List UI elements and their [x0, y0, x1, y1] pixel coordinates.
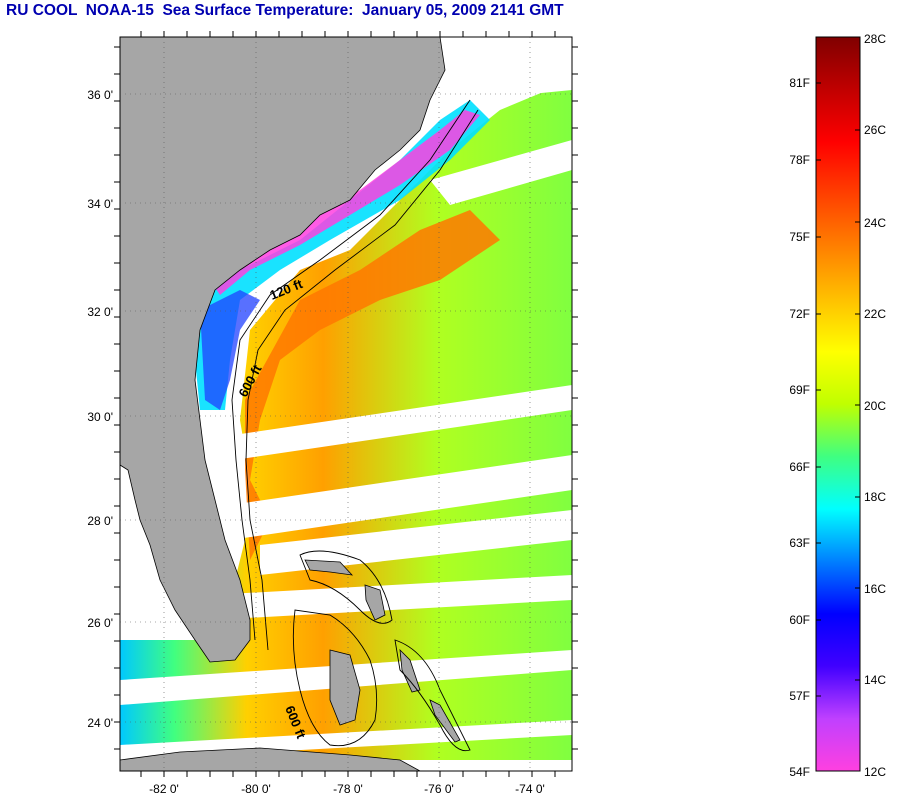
- colorbar-f-label: 63F: [789, 536, 810, 550]
- colorbar-c-label: 20C: [864, 399, 886, 413]
- lat-label: 30 0': [87, 410, 113, 424]
- colorbar-c-label: 22C: [864, 307, 886, 321]
- land-andros: [329, 649, 361, 726]
- lon-label: -76 0': [424, 782, 454, 796]
- colorbar: [815, 36, 861, 772]
- latitude-labels: 36 0' 34 0' 32 0' 30 0' 28 0' 26 0' 24 0…: [87, 88, 113, 730]
- colorbar-c-label: 26C: [864, 123, 886, 137]
- colorbar-f-label: 78F: [789, 153, 810, 167]
- lat-label: 24 0': [87, 716, 113, 730]
- colorbar-f-label: 60F: [789, 613, 810, 627]
- colorbar-f-label: 72F: [789, 307, 810, 321]
- lat-label: 32 0': [87, 305, 113, 319]
- colorbar-c-label: 18C: [864, 490, 886, 504]
- colorbar-ticks: [816, 82, 860, 697]
- lat-label: 26 0': [87, 616, 113, 630]
- lat-label: 28 0': [87, 514, 113, 528]
- land-mainland: [120, 37, 446, 663]
- map-title: RU COOL NOAA-15 Sea Surface Temperature:…: [6, 2, 564, 19]
- gulf-stream-core: [245, 210, 500, 560]
- colorbar-f-label: 69F: [789, 383, 810, 397]
- colorbar-f-label: 57F: [789, 689, 810, 703]
- colorbar-c-label: 28C: [864, 32, 886, 46]
- colorbar-c-label: 16C: [864, 582, 886, 596]
- map-area: [120, 37, 572, 771]
- colorbar-celsius-labels: 28C 26C 24C 22C 20C 18C 16C 14C 12C: [864, 32, 886, 779]
- colorbar-f-label: 81F: [789, 76, 810, 90]
- colorbar-f-label: 75F: [789, 230, 810, 244]
- colorbar-c-label: 12C: [864, 765, 886, 779]
- coastal-blue-water: [200, 290, 260, 410]
- lon-label: -82 0': [149, 782, 179, 796]
- land-grand-bahama: [304, 559, 354, 576]
- colorbar-f-label: 66F: [789, 460, 810, 474]
- graticule: [114, 31, 578, 777]
- bathymetry-contours: [231, 99, 479, 752]
- map-frame: [119, 36, 573, 772]
- lat-label: 34 0': [87, 197, 113, 211]
- lat-label: 36 0': [87, 88, 113, 102]
- lon-label: -80 0': [241, 782, 271, 796]
- colorbar-fahrenheit-labels: 81F 78F 75F 72F 69F 66F 63F 60F 57F 54F: [789, 76, 810, 779]
- land-exuma: [429, 699, 461, 743]
- colorbar-c-label: 14C: [864, 673, 886, 687]
- land-cuba: [120, 747, 421, 771]
- coastal-cool-water: [195, 100, 490, 410]
- lon-label: -78 0': [333, 782, 363, 796]
- longitude-labels: -82 0' -80 0' -78 0' -76 0' -74 0': [149, 782, 545, 796]
- colorbar-c-label: 24C: [864, 216, 886, 230]
- lon-label: -74 0': [515, 782, 545, 796]
- land-eleuthera: [399, 648, 421, 693]
- land-abaco: [364, 584, 386, 621]
- colorbar-f-label: 54F: [789, 765, 810, 779]
